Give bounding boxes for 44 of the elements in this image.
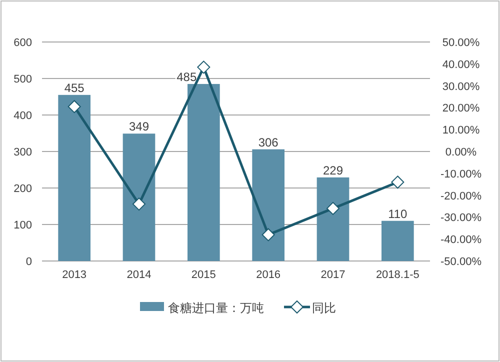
point	[262, 228, 275, 242]
point	[132, 198, 146, 211]
data-label: 455	[64, 80, 85, 95]
legend-label: 同比	[312, 301, 336, 315]
bar	[58, 94, 90, 261]
y2-tick-label: -20.00%	[440, 190, 482, 202]
data-label: 229	[322, 163, 344, 178]
point	[68, 100, 81, 114]
data-label: 110	[388, 206, 408, 221]
x-tick-label: 2017	[320, 269, 346, 281]
y-tick-label: 600	[14, 37, 32, 49]
bar	[316, 177, 350, 261]
data-label: 349	[128, 120, 150, 134]
y2-tick-label: -30.00%	[440, 212, 482, 224]
bar	[252, 149, 284, 261]
y-tick-label: 400	[14, 110, 32, 122]
y-tick-label: 200	[14, 183, 32, 195]
y2-tick-label: 10.00%	[442, 124, 480, 137]
y2-tick-label: -40.00%	[440, 234, 482, 246]
y-tick-label: 0	[26, 256, 32, 268]
point	[197, 60, 210, 74]
x-tick-label: 2018.1-5	[376, 269, 420, 281]
y2-tick-label: 20.00%	[442, 102, 480, 115]
data-label: 306	[258, 135, 279, 150]
x-tick-label: 2015	[191, 269, 216, 281]
y2-tick-label: -50.00%	[440, 256, 482, 268]
x-tick-label: 2013	[62, 269, 87, 281]
y2-tick-label: 40.00%	[442, 58, 480, 71]
y-tick-label: 500	[14, 74, 32, 86]
x-tick-label: 2014	[126, 269, 152, 281]
y2-tick-label: 30.00%	[442, 80, 480, 93]
point	[391, 176, 404, 189]
point	[326, 202, 340, 215]
bar	[122, 134, 156, 261]
y2-tick-label: 0.00%	[445, 146, 477, 158]
bar	[188, 84, 220, 261]
data-label: 485	[176, 70, 197, 84]
x-tick-label: 2016	[256, 269, 281, 281]
y-tick-label: 100	[14, 220, 32, 232]
y-tick-label: 300	[14, 146, 32, 158]
y2-tick-label: -10.00%	[440, 168, 482, 180]
legend-label: 食糖进口量：万吨	[168, 301, 264, 315]
bar	[382, 220, 414, 261]
y2-tick-label: 50.00%	[442, 37, 480, 49]
